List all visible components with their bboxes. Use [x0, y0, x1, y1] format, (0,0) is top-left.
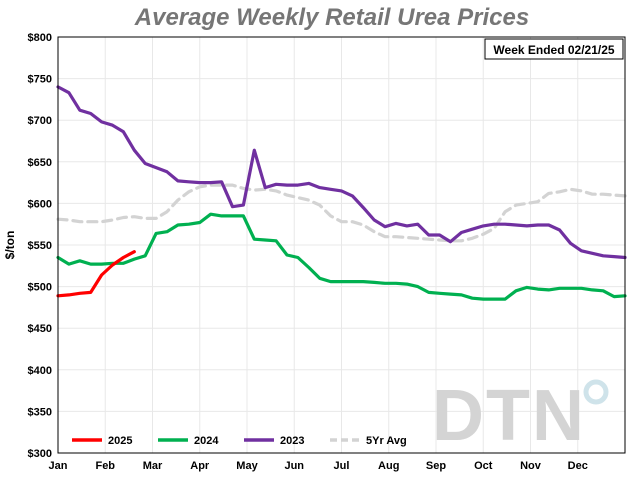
- x-tick-label: Feb: [95, 460, 115, 472]
- y-tick-label: $700: [28, 115, 52, 127]
- series-line-2025: [56, 250, 136, 298]
- x-tick-label: Dec: [568, 460, 588, 472]
- y-tick-labels: $300 $350 $400 $450 $500 $550 $600 $650 $700 $750…: [28, 32, 52, 460]
- y-tick-label: $450: [28, 323, 52, 335]
- legend-label: 2023: [280, 435, 304, 447]
- y-tick-label: $350: [28, 406, 52, 418]
- dtn-watermark-text: DTN: [432, 376, 586, 456]
- x-tick-label: Mar: [143, 460, 163, 472]
- y-tick-label: $750: [28, 74, 52, 86]
- week-ended-frame: [484, 38, 624, 60]
- legend-label: 2025: [108, 435, 132, 447]
- series-line-5yr-avg: [56, 183, 627, 243]
- x-tick-label: May: [236, 460, 258, 472]
- x-tick-label: Jul: [334, 460, 350, 472]
- y-tick-label: $400: [28, 365, 52, 377]
- y-tick-label: $600: [28, 198, 52, 210]
- legend-label: 5Yr Avg: [366, 435, 407, 447]
- watermark-ring-icon: [583, 379, 609, 405]
- y-tick-label: $300: [28, 448, 52, 460]
- legend: 2025 2024 2023 5Yr Avg: [72, 435, 407, 447]
- dtn-watermark: DTN: [432, 376, 609, 456]
- x-tick-label: Jun: [284, 460, 304, 472]
- series-lines: [56, 85, 627, 301]
- x-tick-label: Oct: [474, 460, 493, 472]
- week-ended-label: Week Ended 02/21/25: [493, 43, 615, 57]
- x-tick-labels: Jan Feb Mar Apr May Jun Jul Aug Sep Oct Nov Dec: [49, 460, 588, 472]
- x-tick-label: Jan: [49, 460, 68, 472]
- plot-area-border: [57, 36, 626, 454]
- y-axis-label: $/ton: [3, 231, 17, 260]
- y-tick-label: $500: [28, 282, 52, 294]
- chart-title: Average Weekly Retail Urea Prices: [134, 4, 529, 31]
- x-tick-label: Nov: [520, 460, 542, 472]
- x-tick-label: Apr: [190, 460, 210, 472]
- y-tick-label: $650: [28, 157, 52, 169]
- legend-label: 2024: [194, 435, 219, 447]
- y-tick-label: $550: [28, 240, 52, 252]
- week-ended-box: Week Ended 02/21/25: [484, 38, 624, 60]
- x-tick-label: Sep: [426, 460, 446, 472]
- y-tick-label: $800: [28, 32, 52, 44]
- x-tick-label: Aug: [378, 460, 399, 472]
- series-line-2023: [56, 85, 627, 260]
- series-line-2024: [56, 212, 627, 301]
